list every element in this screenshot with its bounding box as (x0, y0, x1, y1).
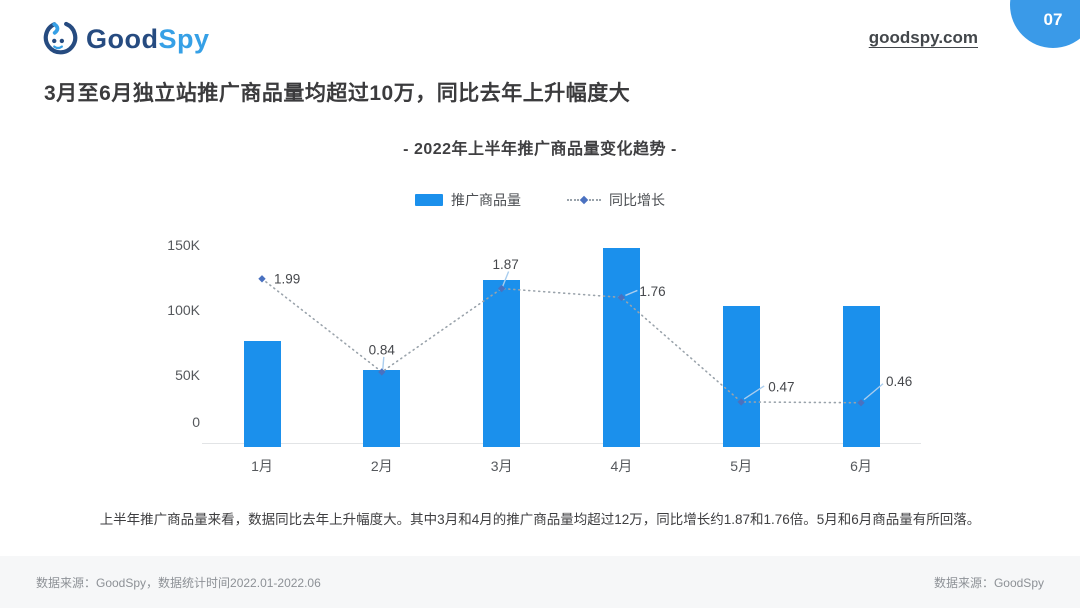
x-axis-tick-label: 4月 (610, 458, 633, 474)
footer-source-left: 数据来源：GoodSpy，数据统计时间2022.01-2022.06 (36, 575, 321, 590)
bar-5月 (722, 306, 760, 447)
growth-data-label: 1.87 (492, 257, 518, 272)
page-number-badge: 07 (1010, 0, 1080, 48)
growth-data-label: 1.99 (274, 271, 300, 286)
label-leader-line (863, 383, 884, 401)
growth-data-label: 0.47 (768, 379, 794, 394)
growth-data-label: 0.84 (369, 342, 396, 357)
chart-legend: 推广商品量 同比增长 (0, 190, 1080, 210)
label-leader-line (625, 289, 638, 297)
site-link[interactable]: goodspy.com (868, 28, 978, 47)
growth-data-label: 0.46 (886, 374, 912, 389)
x-axis-tick-label: 1月 (251, 458, 273, 474)
bar-4月 (602, 247, 640, 447)
brand-good: Good (86, 23, 159, 54)
y-axis-tick-label: 50K (175, 367, 200, 383)
diamond-marker (857, 399, 865, 407)
footer-source-right: 数据来源：GoodSpy (933, 575, 1044, 590)
page-title: 3月至6月独立站推广商品量均超过10万，同比去年上升幅度大 (44, 82, 631, 105)
bar-1月 (243, 341, 281, 447)
x-axis-tick-label: 3月 (490, 458, 513, 474)
page-number: 07 (1043, 10, 1063, 29)
label-leader-line (501, 271, 510, 287)
dotted-line-icon (567, 195, 601, 205)
y-axis-tick-label: 150K (167, 237, 200, 253)
bar-swatch-icon (415, 194, 443, 206)
goodspy-logo-icon (43, 21, 78, 55)
x-axis-tick-label: 2月 (370, 458, 393, 474)
goodspy-logo: GoodSpy (40, 20, 210, 58)
brand-spy: Spy (158, 23, 210, 54)
label-leader-line (382, 356, 385, 370)
legend-bar-label: 推广商品量 (451, 192, 521, 208)
chart-title: - 2022年上半年推广商品量变化趋势 - (403, 141, 677, 158)
y-axis-tick-label: 0 (192, 414, 200, 430)
bar-3月 (483, 280, 521, 447)
x-axis-line (202, 443, 921, 444)
growth-dotted-line (261, 278, 862, 404)
growth-data-label: 1.76 (639, 284, 665, 299)
diamond-marker (737, 398, 745, 406)
bar-2月 (363, 369, 401, 447)
x-axis-tick-label: 6月 (850, 458, 872, 474)
bar-6月 (842, 306, 880, 447)
brand-text: GoodSpy (86, 24, 210, 55)
label-leader-line (743, 385, 765, 400)
chart-plot-area: 0 50K 100K 150K 1月 2月 3月 4月 5月 6月 1.99 0.84 1.87 1.76… (0, 230, 1080, 490)
diamond-marker (497, 284, 506, 293)
footer: 数据来源：GoodSpy，数据统计时间2022.01-2022.06 数据来源：… (0, 556, 1080, 608)
x-axis-tick-label: 5月 (730, 458, 753, 474)
legend-line-label: 同比增长 (609, 192, 665, 208)
legend-item-bar: 推广商品量 (415, 190, 521, 210)
y-axis-tick-label: 100K (167, 302, 200, 318)
diamond-marker (258, 275, 266, 283)
diamond-marker (617, 293, 626, 302)
summary-text: 上半年推广商品量来看，数据同比去年上升幅度大。其中3月和4月的推广商品量均超过1… (99, 512, 981, 527)
growth-line-overlay: 1.99 0.84 1.87 1.76 0.47 0.46 (258, 257, 912, 407)
legend-item-line: 同比增长 (567, 190, 665, 210)
